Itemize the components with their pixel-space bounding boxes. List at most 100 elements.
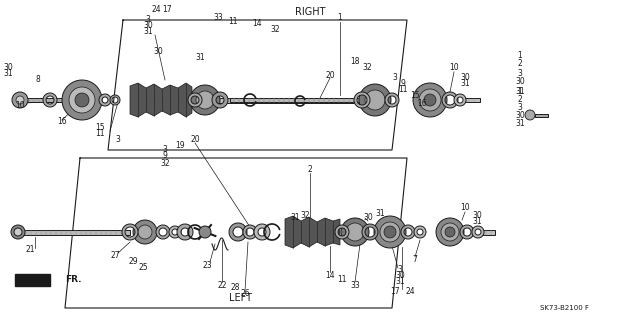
Text: 28: 28 (230, 284, 240, 292)
Text: 21: 21 (25, 245, 35, 254)
Text: 30: 30 (153, 47, 163, 57)
Text: SK73-B2100 F: SK73-B2100 F (541, 305, 589, 311)
Circle shape (138, 225, 152, 239)
Polygon shape (15, 280, 50, 286)
Text: 23: 23 (202, 260, 212, 269)
Bar (230, 98, 365, 102)
Wedge shape (442, 92, 458, 108)
Wedge shape (460, 225, 474, 239)
Text: 31: 31 (460, 79, 470, 89)
Text: 2: 2 (518, 95, 522, 105)
Circle shape (413, 83, 447, 117)
Text: 9: 9 (401, 79, 406, 89)
Polygon shape (130, 83, 192, 117)
Circle shape (341, 218, 369, 246)
Text: 25: 25 (138, 263, 148, 273)
Circle shape (16, 96, 24, 104)
Text: 33: 33 (350, 281, 360, 290)
Text: 31: 31 (195, 53, 205, 62)
Text: 8: 8 (36, 76, 41, 84)
Circle shape (11, 225, 25, 239)
Circle shape (441, 223, 459, 241)
Text: 3: 3 (116, 135, 121, 145)
Text: 30: 30 (460, 74, 470, 83)
Text: 26: 26 (240, 290, 250, 299)
Text: 7: 7 (412, 255, 418, 265)
Text: 32: 32 (300, 211, 310, 220)
Text: 30: 30 (395, 271, 405, 281)
Text: FR.: FR. (65, 276, 81, 284)
Text: 30: 30 (3, 63, 13, 73)
Text: 2: 2 (518, 60, 522, 68)
Polygon shape (15, 274, 50, 280)
Circle shape (365, 90, 385, 110)
Text: 14: 14 (325, 270, 335, 279)
Wedge shape (122, 224, 138, 240)
Text: 11: 11 (95, 130, 105, 139)
Wedge shape (188, 93, 202, 107)
Circle shape (69, 87, 95, 113)
Wedge shape (354, 92, 370, 108)
Text: 30: 30 (143, 21, 153, 30)
Wedge shape (362, 224, 378, 240)
Text: 29: 29 (128, 258, 138, 267)
Wedge shape (414, 226, 426, 238)
Circle shape (199, 226, 211, 238)
Circle shape (190, 85, 220, 115)
Wedge shape (156, 225, 170, 239)
Circle shape (14, 228, 22, 236)
Bar (22, 229, 130, 235)
Text: 1: 1 (518, 87, 522, 97)
Bar (465, 98, 480, 102)
Bar (482, 229, 495, 235)
Text: 31: 31 (3, 69, 12, 78)
Text: 27: 27 (110, 251, 120, 260)
Wedge shape (472, 226, 484, 238)
Circle shape (374, 216, 406, 248)
Text: 3: 3 (398, 266, 402, 275)
Wedge shape (110, 95, 120, 105)
Wedge shape (99, 94, 111, 106)
Text: 22: 22 (217, 281, 227, 290)
Text: 31: 31 (375, 210, 385, 219)
Wedge shape (385, 93, 399, 107)
Text: 9: 9 (162, 151, 168, 161)
Circle shape (133, 220, 157, 244)
Text: 14: 14 (253, 20, 262, 28)
Text: 10: 10 (449, 63, 459, 73)
Circle shape (424, 94, 436, 106)
Text: 2: 2 (308, 165, 312, 174)
Text: 3: 3 (518, 68, 522, 77)
Wedge shape (254, 224, 270, 240)
Wedge shape (169, 226, 181, 238)
Text: 15: 15 (95, 124, 105, 132)
Text: 19: 19 (175, 140, 185, 149)
Text: 10: 10 (15, 100, 25, 109)
Text: 1: 1 (338, 13, 342, 22)
Text: 32: 32 (362, 63, 372, 73)
Text: 11: 11 (338, 276, 347, 284)
Circle shape (12, 92, 28, 108)
Polygon shape (285, 216, 340, 248)
Text: 20: 20 (325, 70, 335, 79)
Circle shape (384, 226, 396, 238)
Circle shape (359, 84, 391, 116)
Text: 24: 24 (151, 4, 161, 13)
Text: 1: 1 (518, 51, 522, 60)
Text: 3: 3 (392, 74, 398, 83)
Text: 32: 32 (160, 158, 170, 167)
Text: 31: 31 (143, 28, 153, 36)
Text: 16: 16 (58, 117, 67, 126)
Circle shape (62, 80, 102, 120)
Circle shape (445, 227, 455, 237)
Text: 17: 17 (390, 287, 400, 297)
Text: 30: 30 (363, 213, 373, 222)
Text: 31: 31 (395, 277, 405, 286)
Text: 24: 24 (405, 287, 415, 297)
Wedge shape (335, 225, 349, 239)
Text: 31: 31 (515, 86, 525, 95)
Text: 15: 15 (410, 92, 420, 100)
Circle shape (196, 91, 214, 109)
Text: RIGHT: RIGHT (295, 7, 325, 17)
Bar (25, 98, 62, 102)
